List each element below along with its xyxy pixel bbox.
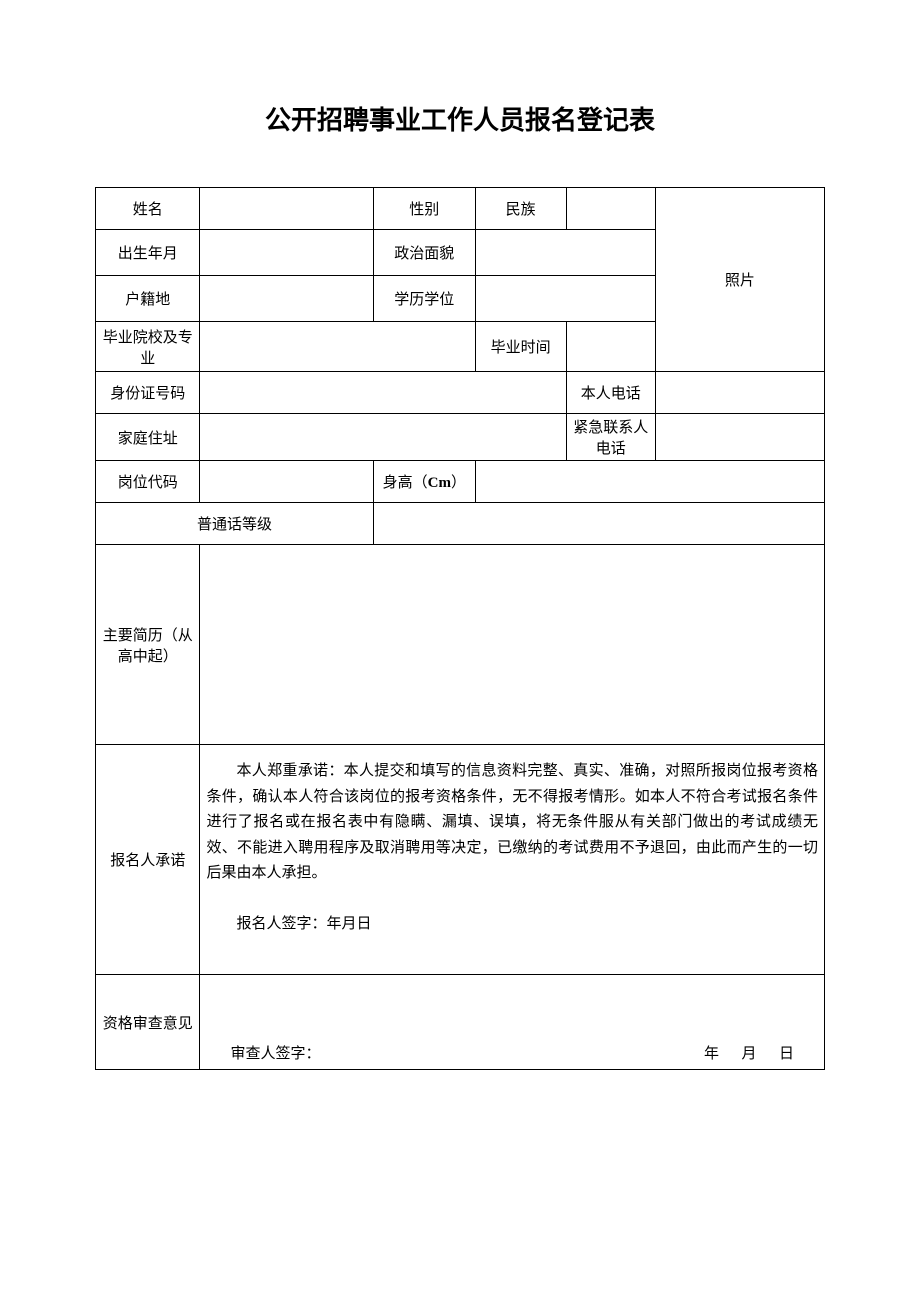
label-ethnicity: 民族 bbox=[475, 188, 566, 230]
value-phone bbox=[655, 372, 824, 414]
registration-form-table: 姓名 性别 民族 照片 出生年月 政治面貌 户籍地 学历学位 毕业院校及专业 毕… bbox=[95, 187, 825, 1070]
label-political: 政治面貌 bbox=[374, 230, 476, 276]
label-id-number: 身份证号码 bbox=[96, 372, 200, 414]
value-grad-time bbox=[566, 322, 655, 372]
value-ethnicity bbox=[566, 188, 655, 230]
label-address: 家庭住址 bbox=[96, 414, 200, 461]
value-political bbox=[475, 230, 655, 276]
audit-text: 审查人签字： 年 月 日 bbox=[200, 975, 825, 1070]
commitment-sign-line: 报名人签字：年月日 bbox=[206, 912, 818, 938]
label-position-code: 岗位代码 bbox=[96, 461, 200, 503]
label-resume: 主要简历（从高中起） bbox=[96, 545, 200, 745]
label-audit: 资格审查意见 bbox=[96, 975, 200, 1070]
label-emergency-phone: 紧急联系人电话 bbox=[566, 414, 655, 461]
value-resume bbox=[200, 545, 825, 745]
label-gender: 性别 bbox=[374, 188, 476, 230]
label-school-major: 毕业院校及专业 bbox=[96, 322, 200, 372]
page-title: 公开招聘事业工作人员报名登记表 bbox=[95, 100, 825, 137]
label-name: 姓名 bbox=[96, 188, 200, 230]
commitment-text: 本人郑重承诺：本人提交和填写的信息资料完整、真实、准确，对照所报岗位报考资格条件… bbox=[200, 745, 825, 975]
commitment-paragraph: 本人郑重承诺：本人提交和填写的信息资料完整、真实、准确，对照所报岗位报考资格条件… bbox=[206, 759, 818, 887]
label-grad-time: 毕业时间 bbox=[475, 322, 566, 372]
value-household bbox=[200, 276, 374, 322]
photo-cell: 照片 bbox=[655, 188, 824, 372]
value-height bbox=[475, 461, 824, 503]
label-household: 户籍地 bbox=[96, 276, 200, 322]
label-birth: 出生年月 bbox=[96, 230, 200, 276]
label-mandarin-level: 普通话等级 bbox=[96, 503, 374, 545]
label-education: 学历学位 bbox=[374, 276, 476, 322]
value-position-code bbox=[200, 461, 374, 503]
value-name bbox=[200, 188, 374, 230]
value-emergency-phone bbox=[655, 414, 824, 461]
value-birth bbox=[200, 230, 374, 276]
audit-date: 年 月 日 bbox=[704, 1042, 794, 1063]
label-phone: 本人电话 bbox=[566, 372, 655, 414]
value-mandarin-level bbox=[374, 503, 825, 545]
label-commitment: 报名人承诺 bbox=[96, 745, 200, 975]
value-address bbox=[200, 414, 566, 461]
value-id-number bbox=[200, 372, 566, 414]
value-education bbox=[475, 276, 655, 322]
label-height: 身高（Cm） bbox=[374, 461, 476, 503]
audit-reviewer-label: 审查人签字： bbox=[230, 1046, 320, 1062]
value-school-major bbox=[200, 322, 475, 372]
